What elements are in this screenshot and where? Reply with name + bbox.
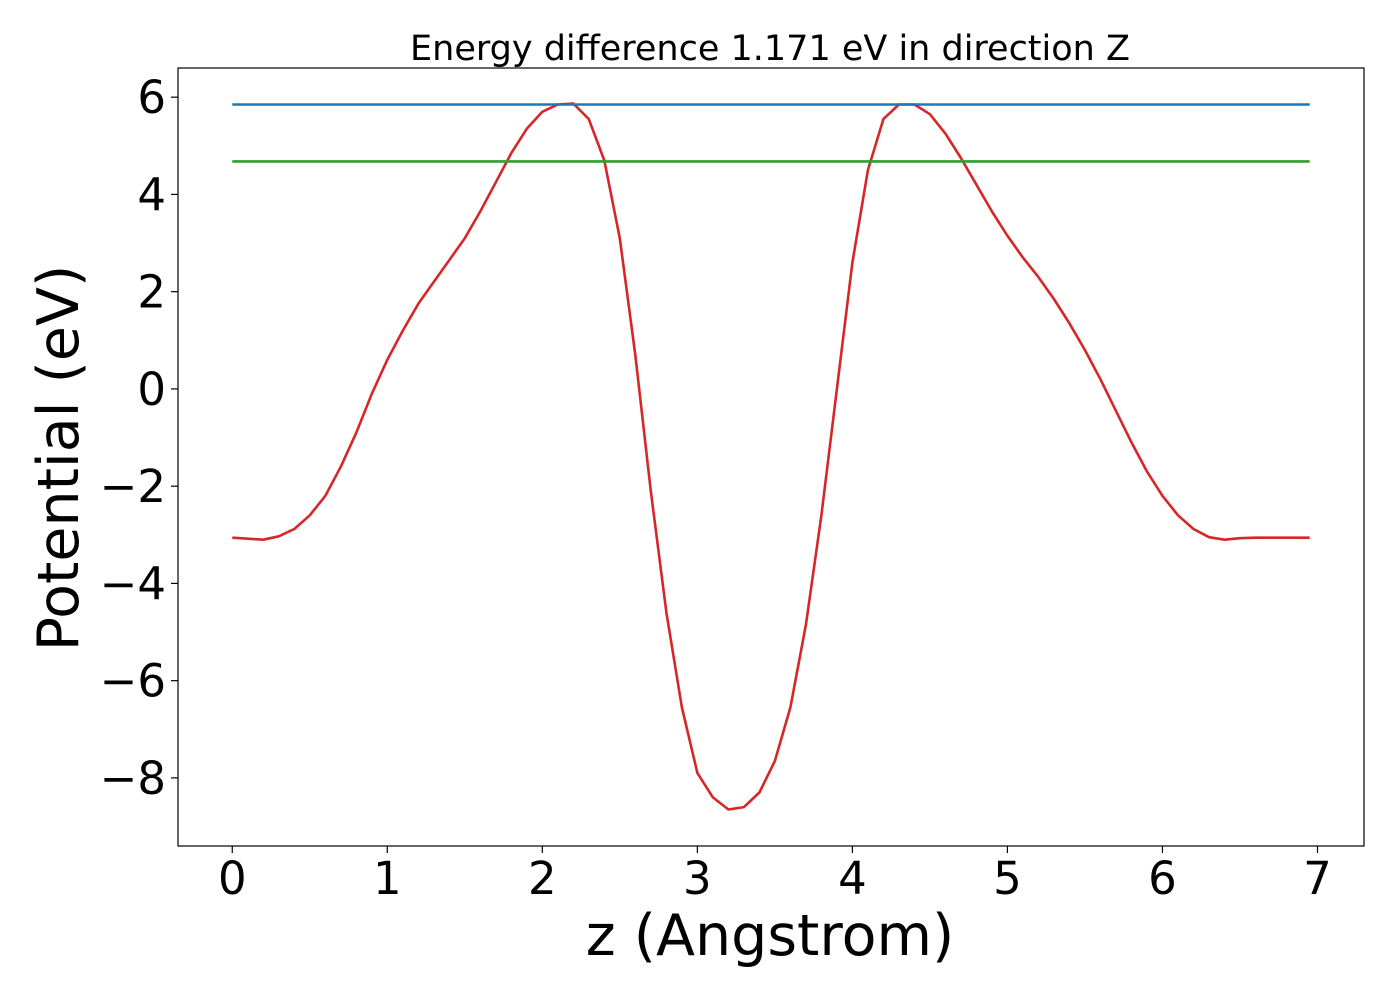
x-tick-label: 2 bbox=[528, 852, 557, 905]
x-tick-label: 3 bbox=[683, 852, 712, 905]
plot-frame bbox=[177, 67, 1365, 847]
x-tick-label: 5 bbox=[993, 852, 1022, 905]
x-tick-label: 0 bbox=[218, 852, 247, 905]
y-tick-label: −8 bbox=[100, 752, 166, 805]
y-axis-title: Potential (eV) bbox=[26, 265, 92, 651]
x-axis-ticks: 0 1 2 3 4 5 6 7 bbox=[218, 846, 1332, 905]
x-tick-label: 1 bbox=[373, 852, 402, 905]
series-line-0 bbox=[232, 102, 1310, 811]
y-axis-ticks: −8 −6 −4 −2 0 2 4 6 bbox=[100, 71, 178, 805]
y-tick-label: 6 bbox=[137, 71, 166, 124]
y-tick-label: −6 bbox=[100, 655, 166, 708]
x-tick-label: 4 bbox=[838, 852, 867, 905]
x-tick-label: 7 bbox=[1303, 852, 1332, 905]
x-axis-title: z (Angstrom) bbox=[586, 903, 954, 969]
chart-title: Energy difference 1.171 eV in direction … bbox=[410, 29, 1130, 69]
y-tick-label: 2 bbox=[137, 266, 166, 319]
y-tick-label: −4 bbox=[100, 557, 166, 610]
x-tick-label: 6 bbox=[1148, 852, 1177, 905]
y-tick-label: 4 bbox=[137, 168, 166, 221]
series-layer bbox=[232, 102, 1310, 811]
y-tick-label: −2 bbox=[100, 460, 166, 513]
y-tick-label: 0 bbox=[137, 363, 166, 416]
